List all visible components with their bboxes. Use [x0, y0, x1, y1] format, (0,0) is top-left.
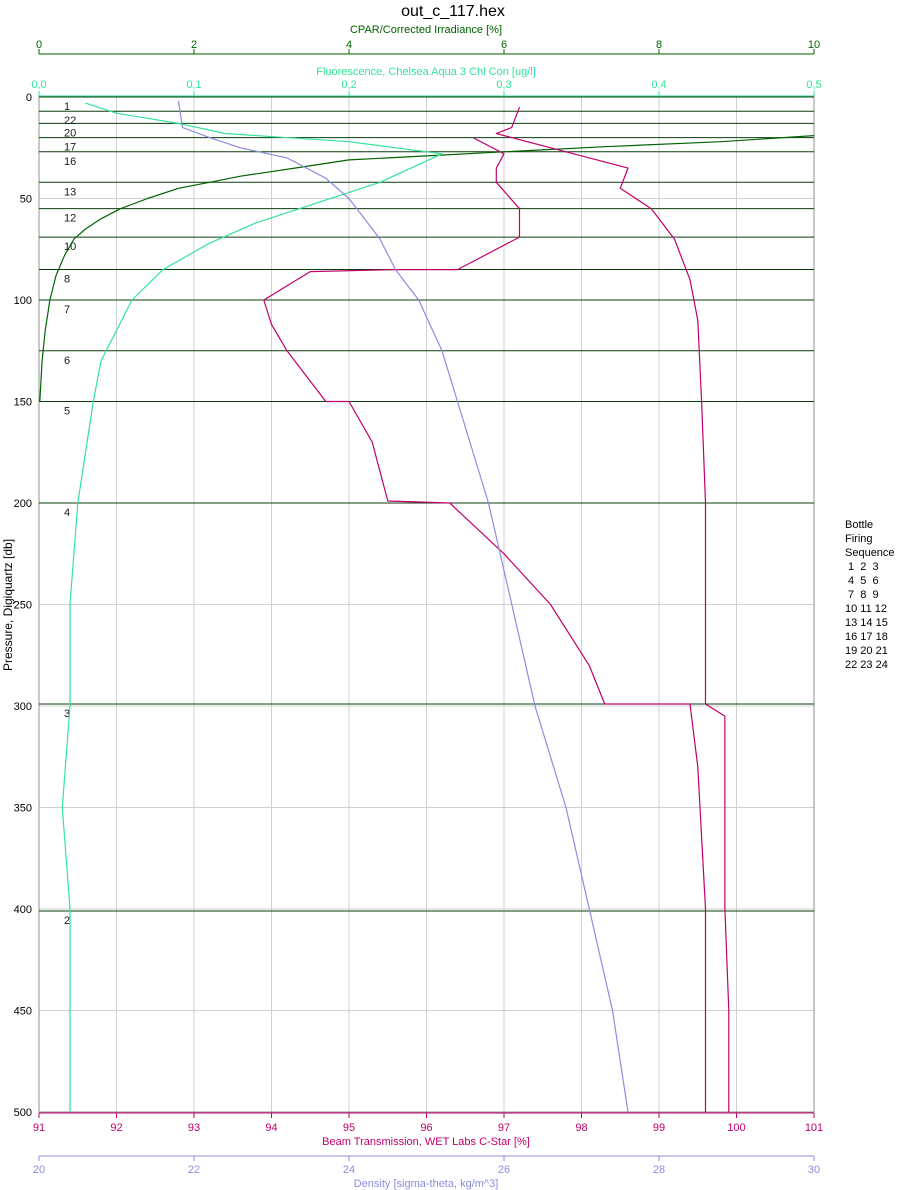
axis-tick-label: 20 — [33, 1164, 45, 1176]
series-line — [263, 137, 707, 1112]
axis-tick-label: 97 — [498, 1122, 510, 1134]
bottle-firing-legend: Bottle Firing Sequence 1 2 3 4 5 6 7 8 9… — [845, 518, 895, 672]
bottle-number-label: 16 — [64, 156, 76, 168]
axis-tick-label: 2 — [191, 39, 197, 51]
axis-tick-label: 0,2 — [341, 79, 356, 91]
bottle-number-label: 4 — [64, 507, 70, 519]
axis-tick-label: 92 — [110, 1122, 122, 1134]
axis-tick-label: 91 — [33, 1122, 45, 1134]
pressure-tick-label: 450 — [14, 1006, 32, 1018]
legend-row: 4 5 6 — [845, 575, 879, 587]
axis-tick-label: 8 — [656, 39, 662, 51]
bottle-number-label: 13 — [64, 186, 76, 198]
bottle-number-label: 8 — [64, 274, 70, 286]
legend-row: 1 2 3 — [845, 561, 879, 573]
axis-tick-label: 98 — [575, 1122, 587, 1134]
axis-tick-label: 99 — [653, 1122, 665, 1134]
pressure-tick-label: 400 — [14, 904, 32, 916]
pressure-tick-label: 300 — [14, 701, 32, 713]
legend-title-line: Bottle — [845, 519, 874, 531]
bottle-number-label: 1 — [64, 101, 70, 113]
axis-tick-label: 100 — [727, 1122, 745, 1134]
bottle-number-label: 3 — [64, 708, 70, 720]
bottle-number-label: 5 — [64, 406, 70, 418]
series-line — [495, 106, 730, 1112]
axis-tick-label: 28 — [653, 1164, 665, 1176]
bottle-number-label: 6 — [64, 355, 70, 367]
axis-tick-label: 24 — [343, 1164, 355, 1176]
bottle-number-label: 7 — [64, 304, 70, 316]
series-line — [177, 101, 629, 1113]
legend-row: 13 14 15 — [845, 617, 888, 629]
pressure-tick-label: 150 — [14, 397, 32, 409]
pressure-tick-label: 0 — [26, 92, 32, 104]
fluorescence-axis-label: Fluorescence, Chelsea Aqua 3 Chl Con [ug… — [316, 66, 536, 78]
axis-tick-label: 0,0 — [31, 79, 46, 91]
density-axis-label: Density [sigma-theta, kg/m^3] — [354, 1178, 499, 1190]
bottle-number-label: 20 — [64, 127, 76, 139]
bottle-number-label: 2 — [64, 915, 70, 927]
axis-tick-label: 94 — [265, 1122, 277, 1134]
axis-tick-label: 6 — [501, 39, 507, 51]
axis-tick-label: 0,5 — [806, 79, 821, 91]
axis-tick-label: 0 — [36, 39, 42, 51]
axis-tick-label: 0,1 — [186, 79, 201, 91]
axis-tick-label: 95 — [343, 1122, 355, 1134]
cpar-axis-label: CPAR/Corrected Irradiance [%] — [350, 24, 502, 36]
legend-title-line: Firing — [845, 533, 873, 545]
legend-row: 16 17 18 — [845, 631, 888, 643]
axis-tick-label: 22 — [188, 1164, 200, 1176]
axis-tick-label: 10 — [808, 39, 820, 51]
pressure-tick-label: 100 — [14, 295, 32, 307]
bottle-number-label: 22 — [64, 115, 76, 127]
axis-tick-label: 93 — [188, 1122, 200, 1134]
pressure-tick-label: 200 — [14, 498, 32, 510]
axis-tick-label: 4 — [346, 39, 352, 51]
axis-tick-label: 30 — [808, 1164, 820, 1176]
beam-transmission-axis-label: Beam Transmission, WET Labs C-Star [%] — [322, 1136, 530, 1148]
axis-tick-label: 96 — [420, 1122, 432, 1134]
legend-row: 10 11 12 — [845, 603, 888, 615]
pressure-tick-label: 50 — [20, 194, 32, 206]
bottle-number-label: 12 — [64, 213, 76, 225]
axis-tick-label: 101 — [805, 1122, 823, 1134]
bottle-number-label: 17 — [64, 142, 76, 154]
axis-tick-label: 26 — [498, 1164, 510, 1176]
legend-title-line: Sequence — [845, 547, 895, 559]
legend-row: 22 23 24 — [845, 659, 888, 671]
bottle-number-label: 10 — [64, 241, 76, 253]
axis-tick-label: 0,3 — [496, 79, 511, 91]
legend-row: 7 8 9 — [845, 589, 879, 601]
chart-title: out_c_117.hex — [401, 3, 505, 20]
axis-tick-label: 0,4 — [651, 79, 666, 91]
pressure-tick-label: 350 — [14, 803, 32, 815]
series-line — [61, 102, 443, 1112]
pressure-tick-label: 500 — [14, 1107, 32, 1119]
legend-row: 19 20 21 — [845, 645, 888, 657]
pressure-axis-label: Pressure, Digiquartz [db] — [1, 539, 15, 671]
series-line — [39, 135, 815, 402]
pressure-tick-label: 250 — [14, 600, 32, 612]
